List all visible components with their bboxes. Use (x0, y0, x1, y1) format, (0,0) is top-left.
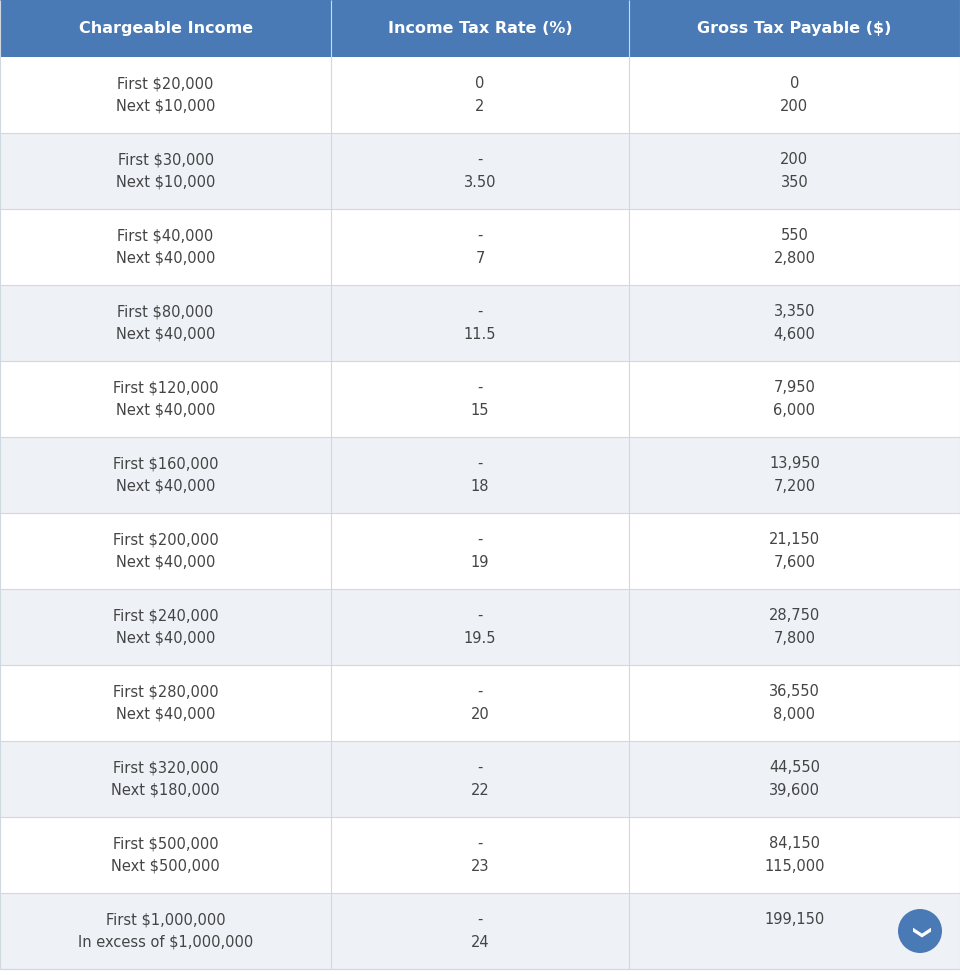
Bar (0, 817, 960, 893)
Text: First $500,000
Next $500,000: First $500,000 Next $500,000 (111, 837, 220, 874)
Text: 84,150
115,000: 84,150 115,000 (764, 837, 825, 874)
Text: 21,150
7,600: 21,150 7,600 (769, 532, 820, 570)
Text: 3,350
4,600: 3,350 4,600 (774, 304, 815, 342)
Text: First $20,000
Next $10,000: First $20,000 Next $10,000 (116, 76, 215, 114)
Bar (0, 893, 960, 969)
Text: -
7: - 7 (475, 228, 485, 266)
Text: -
23: - 23 (470, 837, 490, 874)
Text: First $1,000,000
In excess of $1,000,000: First $1,000,000 In excess of $1,000,000 (78, 912, 253, 950)
Bar (0, 437, 960, 513)
Text: 28,750
7,800: 28,750 7,800 (769, 608, 820, 645)
Text: -
15: - 15 (470, 380, 490, 418)
Text: -
22: - 22 (470, 760, 490, 798)
Text: Chargeable Income: Chargeable Income (79, 21, 252, 36)
Text: 0
200: 0 200 (780, 76, 808, 114)
Text: Gross Tax Payable ($): Gross Tax Payable ($) (697, 21, 892, 36)
Bar (0, 57, 960, 133)
Bar (0, 361, 960, 437)
Text: ❮: ❮ (911, 921, 929, 937)
Text: -
11.5: - 11.5 (464, 304, 496, 342)
Text: 0
2: 0 2 (475, 76, 485, 114)
Text: First $80,000
Next $40,000: First $80,000 Next $40,000 (116, 304, 215, 342)
Text: 550
2,800: 550 2,800 (774, 228, 815, 266)
Text: -
24: - 24 (470, 912, 490, 950)
Bar (0, 665, 960, 741)
Text: First $30,000
Next $10,000: First $30,000 Next $10,000 (116, 152, 215, 190)
Text: -
18: - 18 (470, 456, 490, 494)
Text: 7,950
6,000: 7,950 6,000 (774, 380, 815, 418)
Text: First $40,000
Next $40,000: First $40,000 Next $40,000 (116, 228, 215, 266)
Text: First $120,000
Next $40,000: First $120,000 Next $40,000 (112, 380, 219, 418)
Text: First $200,000
Next $40,000: First $200,000 Next $40,000 (112, 532, 219, 570)
Text: -
19: - 19 (470, 532, 490, 570)
Bar (0, 589, 960, 665)
Bar (0, 133, 960, 209)
Text: Income Tax Rate (%): Income Tax Rate (%) (388, 21, 572, 36)
Text: 44,550
39,600: 44,550 39,600 (769, 760, 820, 798)
Text: First $320,000
Next $180,000: First $320,000 Next $180,000 (111, 760, 220, 798)
Text: First $240,000
Next $40,000: First $240,000 Next $40,000 (112, 608, 219, 645)
Text: -
3.50: - 3.50 (464, 152, 496, 190)
Text: 200
350: 200 350 (780, 152, 808, 190)
Bar (0, 0, 960, 57)
Text: -
19.5: - 19.5 (464, 608, 496, 645)
Text: 199,150: 199,150 (764, 912, 825, 950)
Circle shape (898, 909, 942, 953)
Text: First $280,000
Next $40,000: First $280,000 Next $40,000 (112, 684, 219, 722)
Text: First $160,000
Next $40,000: First $160,000 Next $40,000 (113, 456, 218, 494)
Bar (0, 513, 960, 589)
Text: -
20: - 20 (470, 684, 490, 722)
Bar (0, 209, 960, 285)
Bar (0, 741, 960, 817)
Text: 36,550
8,000: 36,550 8,000 (769, 684, 820, 722)
Text: 13,950
7,200: 13,950 7,200 (769, 456, 820, 494)
Bar (0, 285, 960, 361)
